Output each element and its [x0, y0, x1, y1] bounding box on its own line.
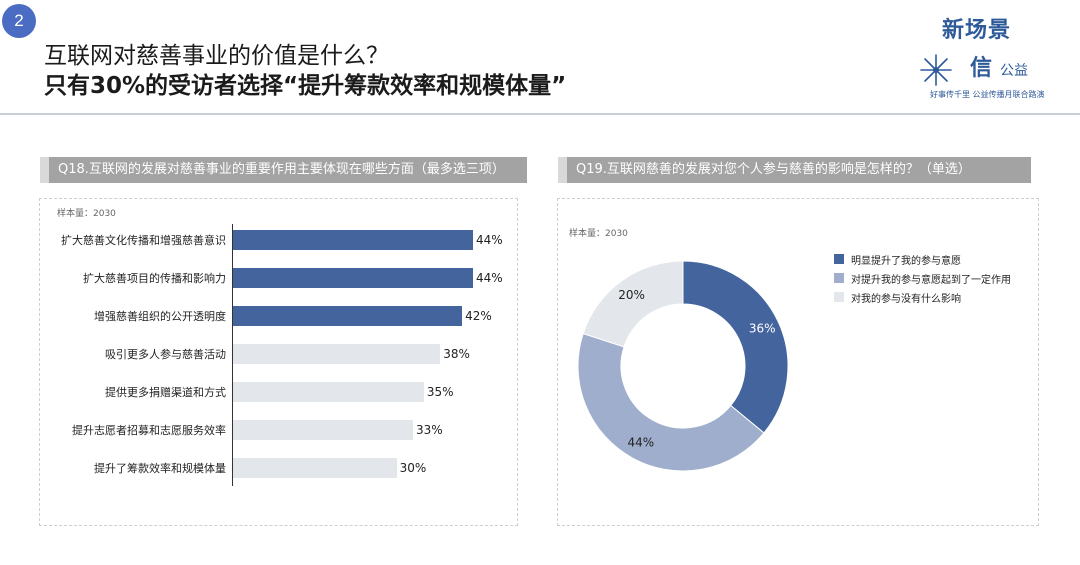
q18-bar-value: 30% [399, 461, 427, 475]
q19-slice-label: 36% [749, 322, 776, 336]
q18-bar-label: 提升志愿者招募和志愿服务效率 [72, 424, 226, 437]
q18-bar-label: 扩大慈善项目的传播和影响力 [83, 272, 226, 285]
q19-sample-size: 样本量：2030 [569, 229, 628, 239]
dandelion-icon [920, 54, 952, 86]
q19-legend-swatch [834, 292, 844, 302]
page-subtitle: 只有30%的受访者选择“提升筹款效率和规模体量” [44, 73, 567, 99]
q18-title: Q18.互联网的发展对慈善事业的重要作用主要体现在哪些方面（最多选三项） [58, 162, 505, 177]
q19-legend-swatch [834, 273, 844, 283]
q19-chart-panel [557, 198, 1039, 526]
logo-text-line2: 信 [970, 55, 993, 81]
q18-bar [233, 344, 441, 364]
q19-legend-swatch [834, 254, 844, 264]
q18-bar [233, 306, 463, 326]
q19-legend-label: 对提升我的参与意愿起到了一定作用 [851, 275, 1011, 286]
q18-bar-value: 44% [476, 271, 503, 285]
logo-text-line1: 新场景 [942, 17, 1012, 43]
logo-tagline: 好事传千里 公益传播月联合路演 [930, 90, 1045, 99]
q19-legend-label: 明显提升了我的参与意愿 [851, 256, 961, 267]
q18-bar-label: 扩大慈善文化传播和增强慈善意识 [61, 234, 226, 247]
q19-donut-slice [582, 260, 684, 348]
page-title: 互联网对慈善事业的价值是什么？ [44, 43, 389, 69]
q18-bar-value: 42% [465, 309, 492, 323]
q19-slice-label: 20% [618, 288, 645, 302]
q18-bar [233, 230, 473, 250]
q19-title: Q19.互联网慈善的发展对您个人参与慈善的影响是怎样的？（单选） [576, 162, 971, 177]
q18-bar-value: 44% [476, 233, 503, 247]
logo-text-line3: 公益 [1000, 63, 1028, 79]
q18-bar-value: 38% [443, 347, 470, 361]
q18-bar-label: 提升了筹款效率和规模体量 [94, 462, 226, 475]
q18-bar-value: 33% [416, 423, 443, 437]
q18-bar-label: 吸引更多人参与慈善活动 [105, 348, 226, 361]
q18-bar [233, 382, 424, 402]
q18-bar [233, 458, 397, 478]
q19-donut-chart: 36% 44% 20% [577, 260, 789, 472]
q18-title-tick [40, 157, 49, 183]
header-divider [0, 113, 1080, 115]
q18-bar [233, 268, 473, 288]
q18-category-axis [232, 224, 233, 486]
q18-title-bar: Q18.互联网的发展对慈善事业的重要作用主要体现在哪些方面（最多选三项） [40, 157, 527, 183]
q19-donut-slice [682, 260, 789, 434]
slide-number-badge: 2 [2, 4, 36, 38]
q19-title-tick [558, 157, 567, 183]
q18-sample-size: 样本量：2030 [57, 209, 116, 219]
q19-slice-label: 44% [628, 436, 655, 450]
q18-bar-label: 增强慈善组织的公开透明度 [94, 310, 226, 323]
q18-bar-label: 提供更多捐赠渠道和方式 [105, 386, 226, 399]
q19-donut-slice [577, 332, 765, 472]
q19-title-bar: Q19.互联网慈善的发展对您个人参与慈善的影响是怎样的？（单选） [558, 157, 1031, 183]
q19-legend-label: 对我的参与没有什么影响 [851, 294, 961, 305]
brand-logo: 新场景 信 公益 好事传千里 公益传播月联合路演 [912, 6, 1072, 106]
q18-bar [233, 420, 413, 440]
q18-chart-panel [39, 198, 518, 526]
q18-bar-value: 35% [426, 385, 454, 399]
